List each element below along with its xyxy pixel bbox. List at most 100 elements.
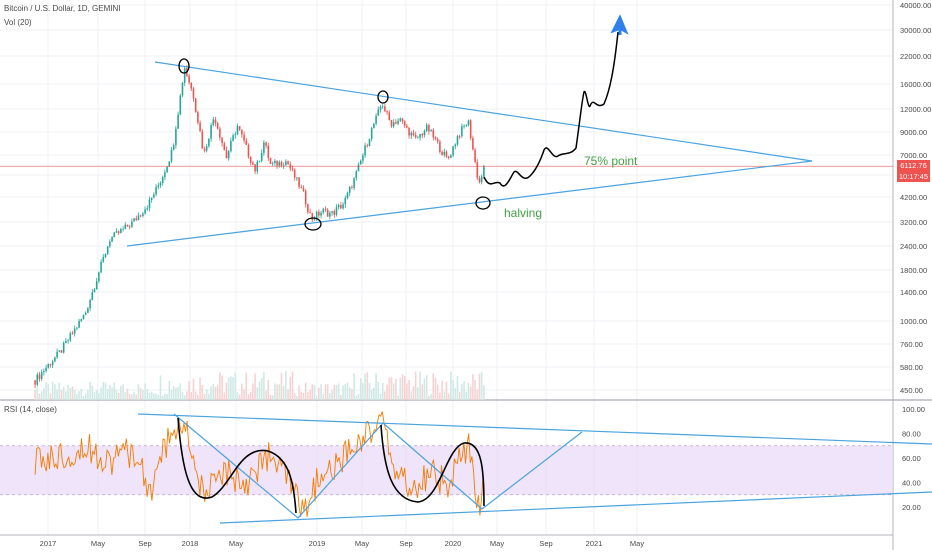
volume-bar: [419, 371, 421, 400]
volume-bar: [280, 372, 283, 400]
candle-body: [113, 232, 116, 238]
candle-body: [430, 129, 432, 132]
candle-body: [357, 164, 360, 172]
candle-body: [65, 340, 67, 343]
volume-bar: [282, 385, 285, 400]
volume-bar: [377, 382, 380, 400]
volume-bar: [135, 394, 138, 400]
candle-body: [192, 88, 195, 99]
volume-bar: [443, 391, 446, 400]
volume-bar: [423, 378, 426, 400]
volume-bar: [397, 395, 399, 400]
volume-bar: [214, 386, 217, 400]
price-tick-label: 1000.00: [900, 317, 927, 326]
candle-body: [348, 187, 351, 193]
candle-body: [67, 340, 69, 342]
volume-bar: [417, 387, 419, 400]
volume-bar: [335, 384, 338, 400]
candle-body: [216, 123, 219, 129]
candle-body: [313, 219, 316, 221]
candle-body: [456, 136, 459, 145]
volume-bar: [69, 387, 72, 400]
candle-body: [432, 129, 435, 138]
candle-body: [452, 146, 454, 156]
volume-bar: [472, 374, 474, 400]
candle-body: [106, 246, 109, 254]
volume-bar: [100, 387, 102, 400]
volume-bar: [287, 389, 289, 400]
volume-bar: [483, 385, 485, 400]
rsi-legend[interactable]: RSI (14, close): [4, 405, 57, 414]
volume-bar: [337, 383, 340, 400]
volume-bar: [256, 387, 259, 400]
volume-bar: [373, 387, 375, 400]
volume-bar: [410, 391, 413, 400]
volume-bar: [157, 394, 160, 400]
volume-bar: [346, 382, 349, 400]
volume-bar: [113, 382, 116, 400]
candle-body: [483, 165, 485, 177]
candle-body: [278, 161, 281, 166]
volume-bar: [227, 377, 230, 400]
price-tick-label: 40000.00: [900, 1, 931, 10]
time-tick-label: May: [355, 539, 369, 548]
symbol-legend[interactable]: Bitcoin / U.S. Dollar, 1D, GEMINI: [4, 4, 121, 13]
candle-body: [232, 135, 234, 141]
volume-bar: [230, 376, 232, 400]
volume-bar: [474, 379, 476, 400]
volume-bar: [247, 394, 250, 400]
projection-path: [483, 31, 619, 187]
volume-bar: [67, 385, 69, 400]
volume-bar: [476, 389, 479, 400]
volume-bar: [291, 371, 294, 400]
candle-body: [439, 141, 441, 152]
volume-bar: [430, 393, 432, 400]
candle-body: [212, 119, 215, 125]
rsi-tick-label: 40.00: [902, 479, 921, 488]
price-tick-label: 2400.00: [900, 242, 927, 251]
candle-body: [155, 186, 157, 195]
volume-bar: [298, 385, 300, 400]
volume-bar: [465, 391, 468, 400]
candle-body: [87, 308, 89, 313]
rsi-tick-label: 20.00: [902, 503, 921, 512]
volume-bar: [428, 395, 430, 400]
volume-bar: [359, 378, 362, 400]
volume-bar: [340, 394, 342, 400]
volume-bar: [194, 391, 197, 400]
rsi-tick-label: 100.00: [902, 405, 925, 414]
candle-body: [388, 112, 391, 121]
volume-bar: [153, 393, 155, 400]
volume-bar: [164, 393, 166, 400]
candle-body: [412, 132, 415, 135]
volume-bar: [469, 386, 472, 400]
candle-body: [126, 224, 129, 227]
time-tick-label: May: [91, 539, 105, 548]
volume-bar: [177, 386, 179, 400]
volume-legend[interactable]: Vol (20): [4, 18, 32, 27]
volume-bar: [478, 373, 481, 400]
candle-body: [331, 211, 333, 213]
candle-body: [142, 213, 144, 216]
volume-bar: [115, 389, 118, 400]
volume-bar: [452, 380, 454, 400]
volume-bar: [300, 391, 303, 400]
candle-body: [243, 134, 245, 141]
candle-body: [249, 156, 252, 163]
candle-body: [225, 150, 228, 159]
bottom-circle: [304, 217, 322, 231]
rsi-tick-label: 60.00: [902, 454, 921, 463]
candle-body: [351, 187, 353, 188]
candle-body: [144, 209, 146, 214]
candle-body: [190, 82, 193, 89]
candle-body: [296, 177, 298, 179]
volume-bar: [159, 375, 162, 400]
price-tick-label: 16000.00: [900, 80, 931, 89]
volume-bar: [362, 382, 364, 400]
volume-bar: [62, 386, 65, 400]
volume-bar: [269, 394, 272, 400]
candle-body: [122, 228, 124, 230]
volume-bar: [190, 392, 193, 400]
volume-bar: [260, 377, 263, 400]
